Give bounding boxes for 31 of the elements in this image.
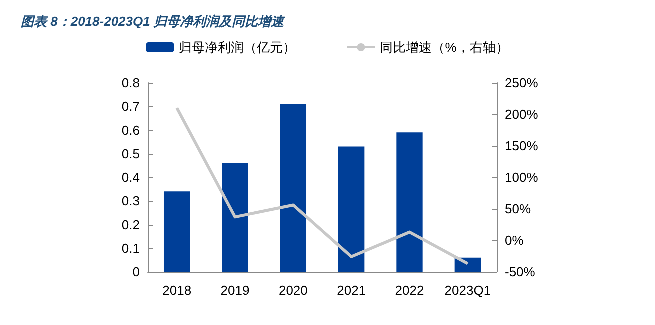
bar <box>222 163 248 272</box>
y2-tick-label: -50% <box>505 264 536 280</box>
bar <box>164 192 190 272</box>
x-tick-label: 2019 <box>220 283 250 298</box>
y2-tick-label: 250% <box>505 76 539 90</box>
y2-tick-label: 0% <box>505 233 524 248</box>
y-tick-label: 0.3 <box>122 194 140 209</box>
bar <box>396 132 423 272</box>
x-tick-label: 2022 <box>395 283 424 298</box>
chart-title: 图表 8：2018-2023Q1 归母净利润及同比增速 <box>21 14 286 29</box>
y-tick-label: 0 <box>132 264 140 280</box>
y-tick-label: 0.8 <box>122 76 140 90</box>
legend-label: 归母净利润（亿元） <box>179 40 296 55</box>
bar <box>280 104 307 272</box>
x-tick-label: 2023Q1 <box>444 283 492 298</box>
y-tick-label: 0.1 <box>122 240 140 256</box>
y2-tick-label: 50% <box>505 202 532 216</box>
y2-tick-label: 150% <box>505 138 539 154</box>
legend-label: 同比增速（%，右轴） <box>380 40 509 55</box>
bar <box>338 146 365 272</box>
x-tick-label: 2020 <box>278 283 308 298</box>
x-tick-label: 2021 <box>337 283 366 298</box>
line-series <box>176 106 470 266</box>
y-tick-label: 0.2 <box>122 217 140 232</box>
y-tick-label: 0.5 <box>122 146 140 162</box>
x-tick-label: 2018 <box>162 283 192 298</box>
y-tick-label: 0.7 <box>122 99 140 114</box>
y2-tick-label: 100% <box>505 170 539 185</box>
y-tick-label: 0.4 <box>122 170 140 185</box>
y-tick-label: 0.6 <box>122 122 140 138</box>
y2-tick-label: 200% <box>505 107 539 122</box>
